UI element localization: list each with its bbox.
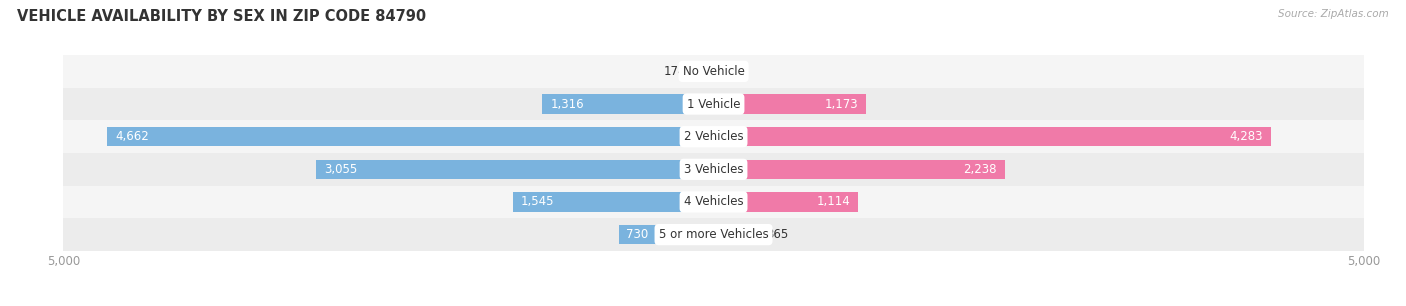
- Bar: [63, 120, 1364, 153]
- Text: 4,283: 4,283: [1229, 130, 1263, 143]
- Bar: [619, 225, 713, 244]
- Text: 730: 730: [627, 228, 648, 241]
- Bar: [713, 127, 1271, 147]
- Text: 1,316: 1,316: [550, 98, 583, 110]
- Bar: [63, 55, 1364, 88]
- Bar: [63, 186, 1364, 218]
- Text: 1,114: 1,114: [817, 196, 851, 208]
- Bar: [713, 94, 866, 114]
- Bar: [63, 218, 1364, 251]
- Text: 3 Vehicles: 3 Vehicles: [683, 163, 744, 176]
- Bar: [713, 159, 1005, 179]
- Text: 4,662: 4,662: [115, 130, 149, 143]
- Text: No Vehicle: No Vehicle: [682, 65, 745, 78]
- Text: 4 Vehicles: 4 Vehicles: [683, 196, 744, 208]
- Text: 68: 68: [727, 65, 742, 78]
- Text: 2 Vehicles: 2 Vehicles: [683, 130, 744, 143]
- Bar: [107, 127, 713, 147]
- Text: 174: 174: [664, 65, 686, 78]
- Text: 1,545: 1,545: [520, 196, 554, 208]
- Bar: [690, 62, 713, 81]
- Bar: [713, 62, 723, 81]
- Bar: [543, 94, 713, 114]
- Bar: [713, 192, 859, 212]
- Text: 2,238: 2,238: [963, 163, 997, 176]
- Bar: [513, 192, 713, 212]
- Text: 1,173: 1,173: [825, 98, 858, 110]
- Text: VEHICLE AVAILABILITY BY SEX IN ZIP CODE 84790: VEHICLE AVAILABILITY BY SEX IN ZIP CODE …: [17, 9, 426, 24]
- Text: 1 Vehicle: 1 Vehicle: [686, 98, 741, 110]
- Bar: [63, 153, 1364, 186]
- Text: Source: ZipAtlas.com: Source: ZipAtlas.com: [1278, 9, 1389, 19]
- Text: 3,055: 3,055: [323, 163, 357, 176]
- Bar: [713, 225, 761, 244]
- Bar: [316, 159, 713, 179]
- Text: 5 or more Vehicles: 5 or more Vehicles: [658, 228, 769, 241]
- Text: 365: 365: [766, 228, 789, 241]
- Bar: [63, 88, 1364, 120]
